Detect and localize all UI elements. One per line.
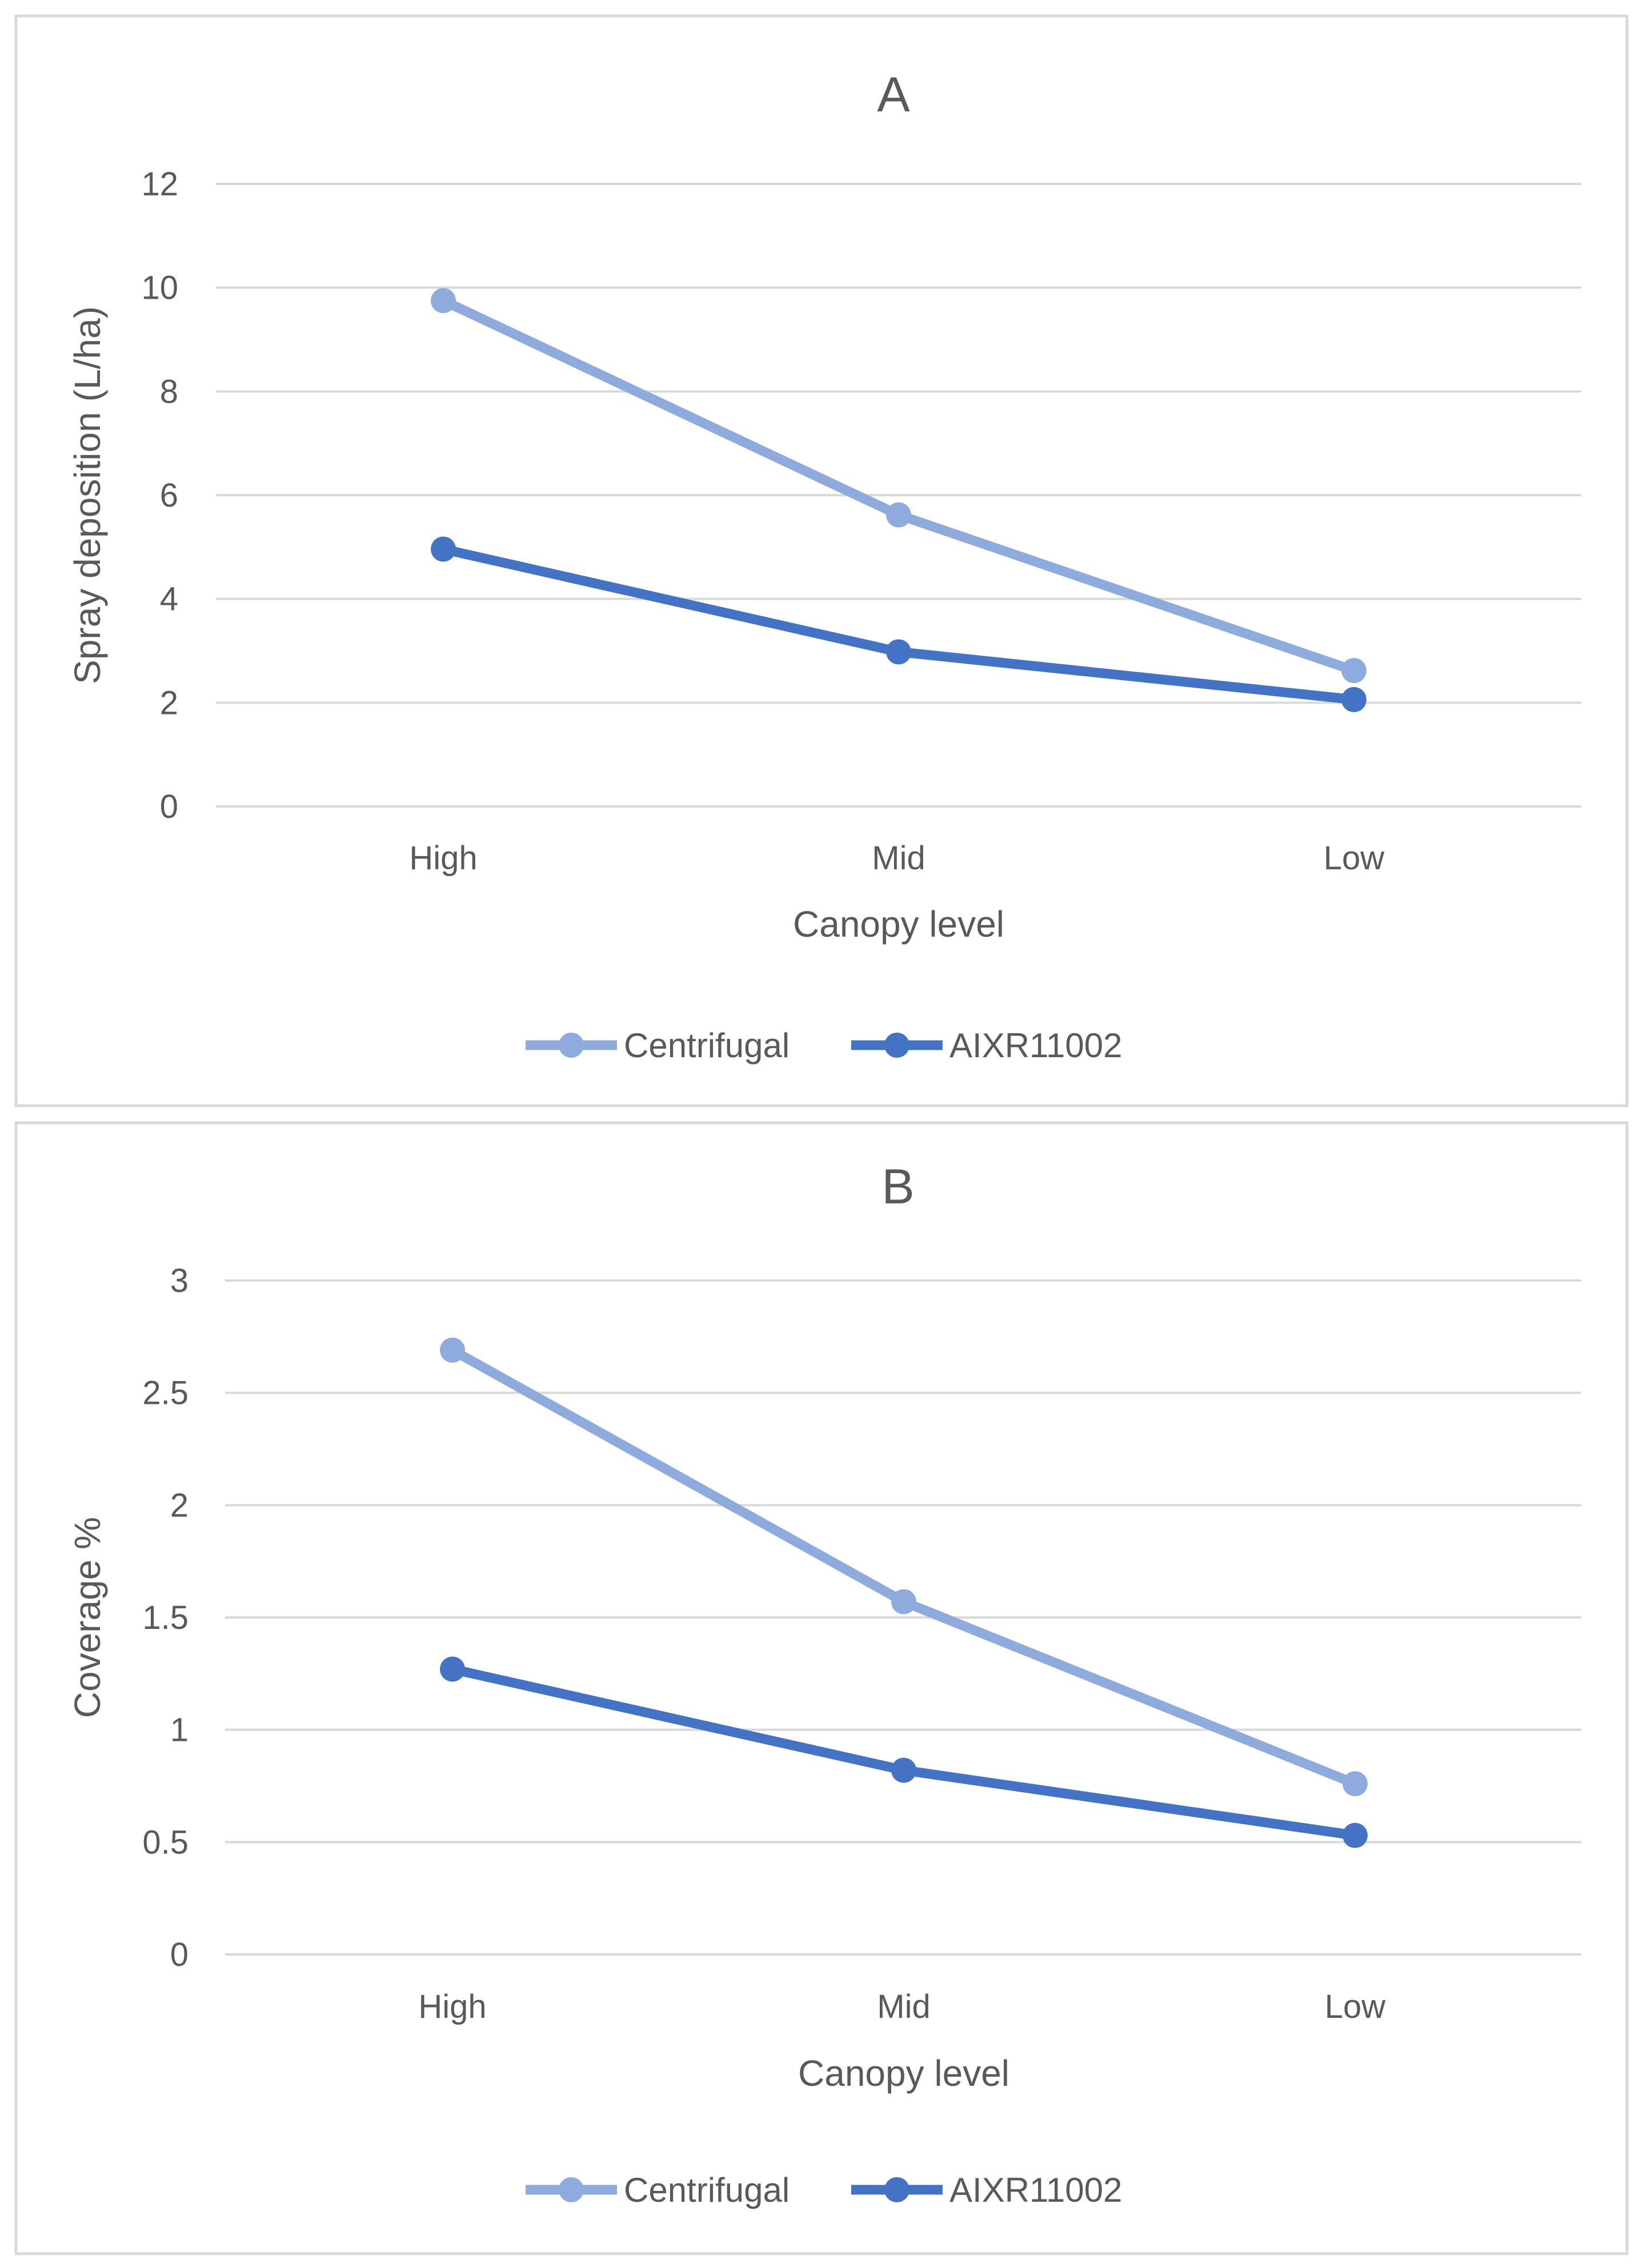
chart-a-title: A	[877, 67, 910, 122]
chart-panel-a: A 0 2 4 6 8 10 12 High Mid Low Canopy level Spray de…	[0, 0, 1643, 1115]
chart-b-y-tick-label: 3	[170, 1262, 189, 1299]
chart-b-y-tick-label: 2.5	[142, 1375, 189, 1412]
chart-a-x-tick-label: Mid	[872, 840, 925, 877]
chart-b-x-tick-label: Mid	[877, 1988, 930, 2025]
chart-a-frame	[14, 14, 1629, 1107]
chart-b-y-tick-label: 1.5	[142, 1599, 189, 1636]
chart-a-y-tick-label: 12	[141, 166, 178, 203]
chart-b-legend-label: Centrifugal	[624, 2171, 790, 2209]
chart-b-title: B	[881, 1159, 914, 1214]
chart-b-data-point	[891, 1589, 916, 1615]
chart-a-legend-marker	[884, 1033, 909, 1058]
chart-a-legend-label: Centrifugal	[624, 1026, 790, 1065]
chart-b-y-tick-label: 1	[170, 1712, 189, 1749]
chart-a-y-tick-label: 6	[160, 477, 178, 514]
chart-a-legend-item-0: Centrifugal	[526, 1026, 790, 1065]
chart-a-data-point	[886, 639, 911, 665]
chart-a-legend-marker	[559, 1033, 584, 1058]
chart-a-svg: A 0 2 4 6 8 10 12 High Mid Low Canopy level Spray de…	[14, 14, 1629, 1107]
chart-b-x-tick-label: Low	[1325, 1988, 1386, 2025]
chart-b-legend-marker	[559, 2177, 584, 2202]
chart-a-data-point	[431, 288, 456, 314]
chart-a-data-point	[1341, 658, 1367, 684]
chart-a-y-tick-label: 8	[160, 373, 178, 410]
chart-b-y-axis-title: Coverage %	[67, 1517, 108, 1718]
chart-b-y-tick-label: 0.5	[142, 1824, 189, 1861]
chart-b-data-point	[440, 1337, 465, 1363]
chart-b-legend-marker	[884, 2177, 909, 2202]
chart-a-y-axis-title: Spray deposition (L/ha)	[67, 306, 108, 684]
chart-b-legend-label: AIXR11002	[949, 2171, 1122, 2209]
chart-a-y-tick-label: 0	[160, 788, 178, 825]
chart-b-x-axis-title: Canopy level	[798, 2053, 1009, 2094]
chart-a-data-point	[886, 502, 911, 528]
chart-a-x-tick-label: Low	[1324, 840, 1385, 877]
chart-a-data-point	[1341, 687, 1367, 712]
chart-a-data-point	[431, 536, 456, 562]
chart-panel-b: B 0 0.5 1 1.5 2 2.5 3 High Mid Low Canopy level Cove…	[0, 1115, 1643, 2268]
chart-a-x-tick-label: High	[409, 840, 477, 877]
chart-b-data-point	[440, 1656, 465, 1682]
chart-b-y-tick-label: 2	[170, 1487, 189, 1524]
chart-b-data-point	[891, 1757, 916, 1783]
chart-a-y-tick-label: 4	[160, 581, 178, 618]
chart-b-data-point	[1343, 1771, 1368, 1797]
chart-b-x-tick-label: High	[418, 1988, 486, 2025]
chart-b-y-tick-label: 0	[170, 1936, 189, 1973]
chart-b-legend-item-0: Centrifugal	[526, 2171, 790, 2209]
chart-b-svg: B 0 0.5 1 1.5 2 2.5 3 High Mid Low Canopy level Cove…	[14, 1121, 1629, 2255]
chart-b-frame	[14, 1121, 1629, 2255]
chart-a-legend-label: AIXR11002	[949, 1026, 1122, 1065]
chart-a-y-tick-label: 2	[160, 684, 178, 721]
chart-a-y-tick-label: 10	[141, 270, 178, 307]
chart-b-legend-item-1: AIXR11002	[851, 2171, 1122, 2209]
chart-a-legend-item-1: AIXR11002	[851, 1026, 1122, 1065]
chart-b-data-point	[1343, 1823, 1368, 1848]
chart-a-x-axis-title: Canopy level	[793, 904, 1004, 945]
